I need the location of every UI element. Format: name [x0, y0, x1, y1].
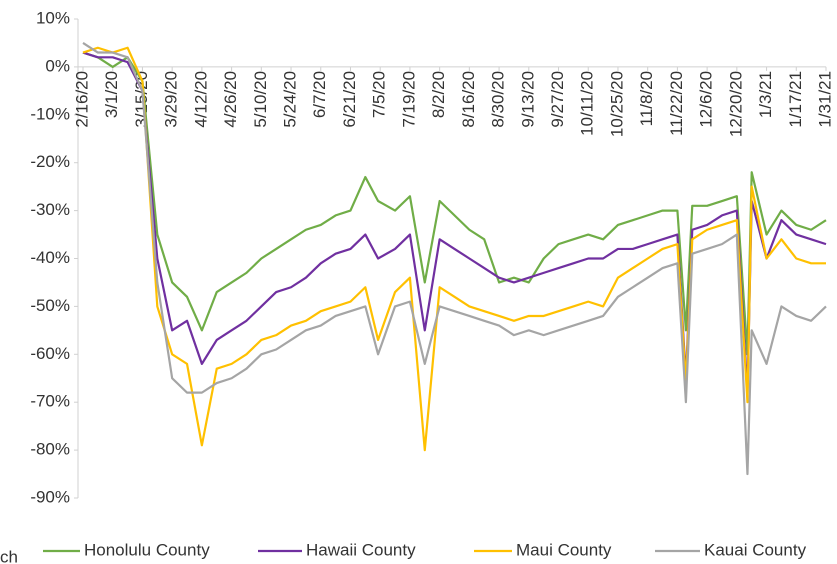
y-tick-label: -90%	[30, 487, 70, 506]
x-tick-label: 11/22/20	[667, 71, 686, 136]
legend-label: Hawaii County	[306, 540, 416, 559]
series-line	[82, 42, 827, 476]
y-tick-label: -60%	[30, 344, 70, 363]
series-line	[82, 51, 827, 394]
x-tick-label: 2/16/20	[72, 71, 91, 128]
y-tick-label: 10%	[36, 8, 70, 27]
x-tick-label: 9/13/20	[518, 71, 537, 128]
note: ch	[0, 547, 18, 564]
x-tick-label: 1/31/21	[815, 71, 834, 128]
x-tick-label: 5/24/20	[281, 71, 300, 128]
x-tick-label: 9/27/20	[548, 71, 567, 128]
x-tick-label: 7/5/20	[370, 71, 389, 118]
x-tick-label: 3/1/20	[102, 71, 121, 118]
x-tick-label: 5/10/20	[251, 71, 270, 128]
y-tick-label: -50%	[30, 296, 70, 315]
x-tick-label: 12/6/20	[697, 71, 716, 128]
y-tick-label: -20%	[30, 152, 70, 171]
y-tick-label: -80%	[30, 440, 70, 459]
series-line	[82, 51, 827, 356]
y-tick-label: 0%	[45, 56, 70, 75]
x-tick-label: 7/19/20	[399, 71, 418, 128]
x-tick-label: 10/25/20	[607, 71, 626, 137]
x-tick-label: 11/8/20	[637, 71, 656, 126]
x-tick-label: 1/3/21	[756, 71, 775, 118]
series-line	[82, 46, 826, 452]
y-tick-label: -40%	[30, 248, 70, 267]
x-tick-label: 10/11/20	[578, 71, 597, 136]
x-tick-label: 6/7/20	[310, 71, 329, 118]
legend-label: Honolulu County	[84, 540, 210, 559]
x-tick-label: 6/21/20	[340, 71, 359, 128]
x-tick-label: 1/17/21	[786, 71, 805, 128]
legend-label: Kauai County	[704, 540, 807, 559]
x-tick-label: 8/16/20	[459, 71, 478, 128]
y-tick-label: -10%	[30, 104, 70, 123]
legend-label: Maui County	[516, 540, 612, 559]
x-tick-label: 8/30/20	[489, 71, 508, 128]
x-tick-label: 4/26/20	[221, 71, 240, 128]
y-tick-label: -30%	[30, 200, 70, 219]
x-tick-label: 3/29/20	[162, 71, 181, 128]
y-tick-label: -70%	[30, 392, 70, 411]
x-tick-label: 8/2/20	[429, 71, 448, 118]
x-tick-label: 12/20/20	[726, 71, 745, 137]
x-tick-label: 4/12/20	[191, 71, 210, 128]
